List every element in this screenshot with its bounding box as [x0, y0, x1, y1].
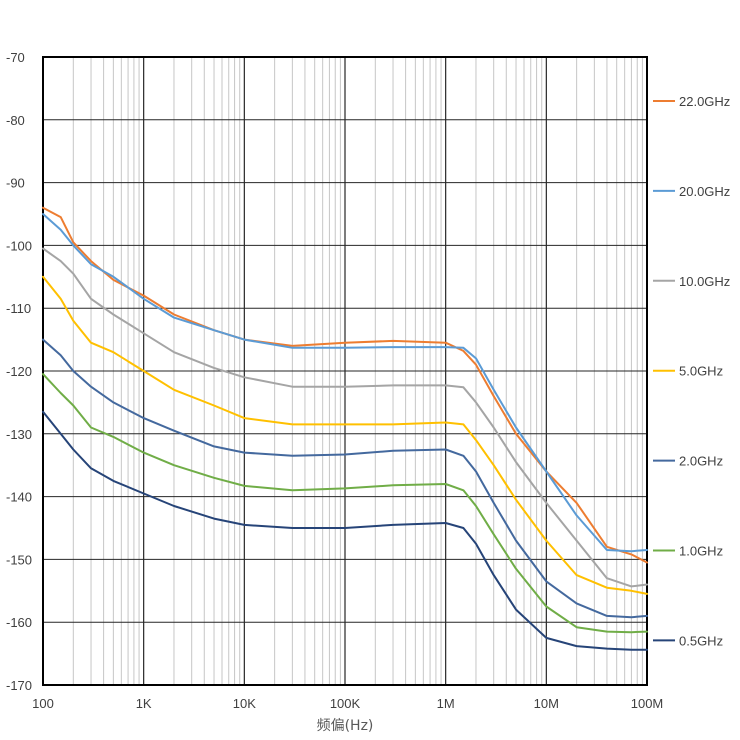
x-tick-label: 100: [32, 696, 54, 711]
legend-label: 1.0GHz: [679, 544, 723, 559]
legend-label: 5.0GHz: [679, 364, 723, 379]
y-tick-label: -130: [6, 427, 32, 442]
y-tick-label: -80: [6, 113, 25, 128]
y-tick-label: -140: [6, 490, 32, 505]
y-tick-label: -160: [6, 615, 32, 630]
legend-label: 10.0GHz: [679, 274, 730, 289]
x-axis-tick-labels: 100 1K 10K 100K 1M 10M 100M: [32, 696, 663, 711]
series-line-0.5GHz: [42, 410, 648, 651]
x-tick-label: 100M: [631, 696, 664, 711]
y-tick-label: -70: [6, 50, 25, 65]
series-line-10.0GHz: [42, 247, 648, 588]
y-tick-label: -170: [6, 678, 32, 693]
series-line-5.0GHz: [42, 275, 648, 595]
series-line-2.0GHz: [42, 338, 648, 619]
y-axis-tick-labels: -70 -80 -90 -100 -110 -120 -130 -140 -150 -160 -17…: [6, 50, 32, 693]
series-line-20.0GHz: [42, 213, 648, 553]
y-tick-label: -150: [6, 552, 32, 567]
series-line-1.0GHz: [42, 373, 648, 634]
plot-border: [42, 56, 648, 686]
x-axis-label: 频偏(Hz): [317, 718, 374, 734]
series-lines: [42, 206, 648, 651]
y-tick-label: -120: [6, 364, 32, 379]
legend-label: 0.5GHz: [679, 633, 723, 648]
plot-area-frame: [42, 56, 648, 686]
legend-label: 2.0GHz: [679, 454, 723, 469]
x-tick-label: 10M: [534, 696, 559, 711]
x-tick-label: 100K: [330, 696, 361, 711]
y-tick-label: -100: [6, 238, 32, 253]
legend-label: 22.0GHz: [679, 94, 730, 109]
legend-label: 20.0GHz: [679, 184, 730, 199]
x-tick-label: 10K: [233, 696, 256, 711]
y-tick-label: -110: [6, 301, 31, 316]
legend: 22.0GHz 20.0GHz 10.0GHz 5.0GHz 2.0GHz 1.0GHz 0…: [653, 94, 730, 648]
y-tick-label: -90: [6, 176, 25, 191]
x-tick-label: 1K: [136, 696, 152, 711]
x-tick-label: 1M: [437, 696, 455, 711]
